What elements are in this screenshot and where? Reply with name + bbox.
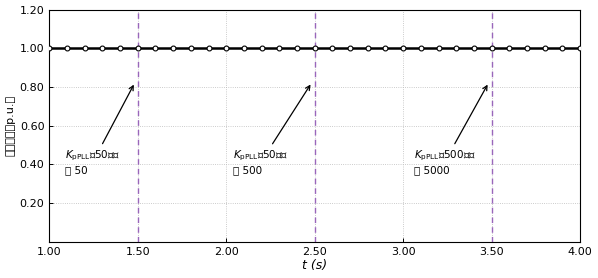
Text: $K_{\mathrm{pPLL}}$由500阶跃
至 5000: $K_{\mathrm{pPLL}}$由500阶跃 至 5000 bbox=[414, 86, 487, 175]
Text: $K_{\mathrm{pPLL}}$甗50阶跃
至 50: $K_{\mathrm{pPLL}}$甗50阶跃 至 50 bbox=[65, 86, 133, 175]
Text: $K_{\mathrm{pPLL}}$甗50阶跃
至 500: $K_{\mathrm{pPLL}}$甗50阶跃 至 500 bbox=[233, 86, 310, 175]
X-axis label: t (s): t (s) bbox=[302, 259, 327, 272]
Y-axis label: 有功功率（p.u.）: 有功功率（p.u.） bbox=[5, 95, 16, 156]
